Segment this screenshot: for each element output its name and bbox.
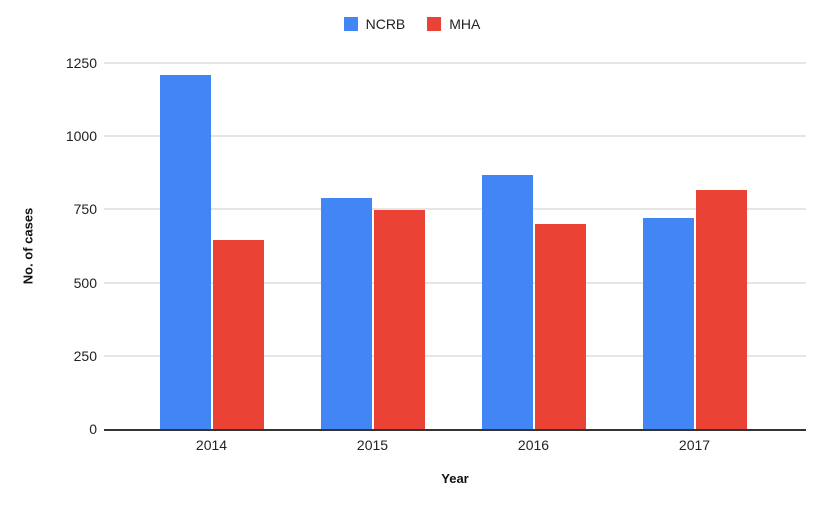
y-tick-label: 1000 bbox=[65, 128, 97, 145]
gridline bbox=[104, 135, 806, 138]
bar-mha-2015 bbox=[373, 210, 425, 429]
legend-item-ncrb: NCRB bbox=[343, 16, 406, 32]
legend-item-mha: MHA bbox=[427, 16, 480, 32]
legend-label: MHA bbox=[449, 16, 481, 32]
bar-ncrb-2017 bbox=[642, 218, 694, 429]
chart-legend: NCRB MHA bbox=[0, 16, 824, 32]
y-tick-label: 0 bbox=[89, 421, 97, 437]
gridline bbox=[104, 62, 806, 64]
x-axis-title: Year bbox=[441, 471, 469, 486]
y-tick-label: 1250 bbox=[65, 55, 97, 71]
gridline bbox=[104, 354, 806, 357]
x-category-label: 2017 bbox=[678, 437, 711, 453]
bar-mha-2014 bbox=[212, 240, 264, 429]
gridline bbox=[104, 208, 806, 211]
x-category-label: 2015 bbox=[356, 437, 389, 453]
plot-area bbox=[104, 62, 806, 431]
y-tick-label: 250 bbox=[73, 347, 97, 364]
bar-mha-2016 bbox=[534, 224, 586, 429]
x-category-label: 2016 bbox=[517, 437, 550, 453]
bar-ncrb-2015 bbox=[320, 198, 372, 429]
legend-swatch-icon bbox=[343, 17, 358, 31]
legend-label: NCRB bbox=[365, 16, 406, 32]
bar-ncrb-2016 bbox=[481, 174, 533, 429]
x-category-label: 2014 bbox=[195, 437, 228, 453]
gridline bbox=[104, 281, 806, 284]
legend-swatch-icon bbox=[427, 17, 442, 31]
y-tick-label: 500 bbox=[73, 274, 97, 291]
bar-ncrb-2014 bbox=[159, 74, 211, 429]
y-tick-label: 750 bbox=[73, 201, 97, 218]
y-axis-title: No. of cases bbox=[20, 207, 36, 285]
bar-mha-2017 bbox=[695, 189, 747, 429]
